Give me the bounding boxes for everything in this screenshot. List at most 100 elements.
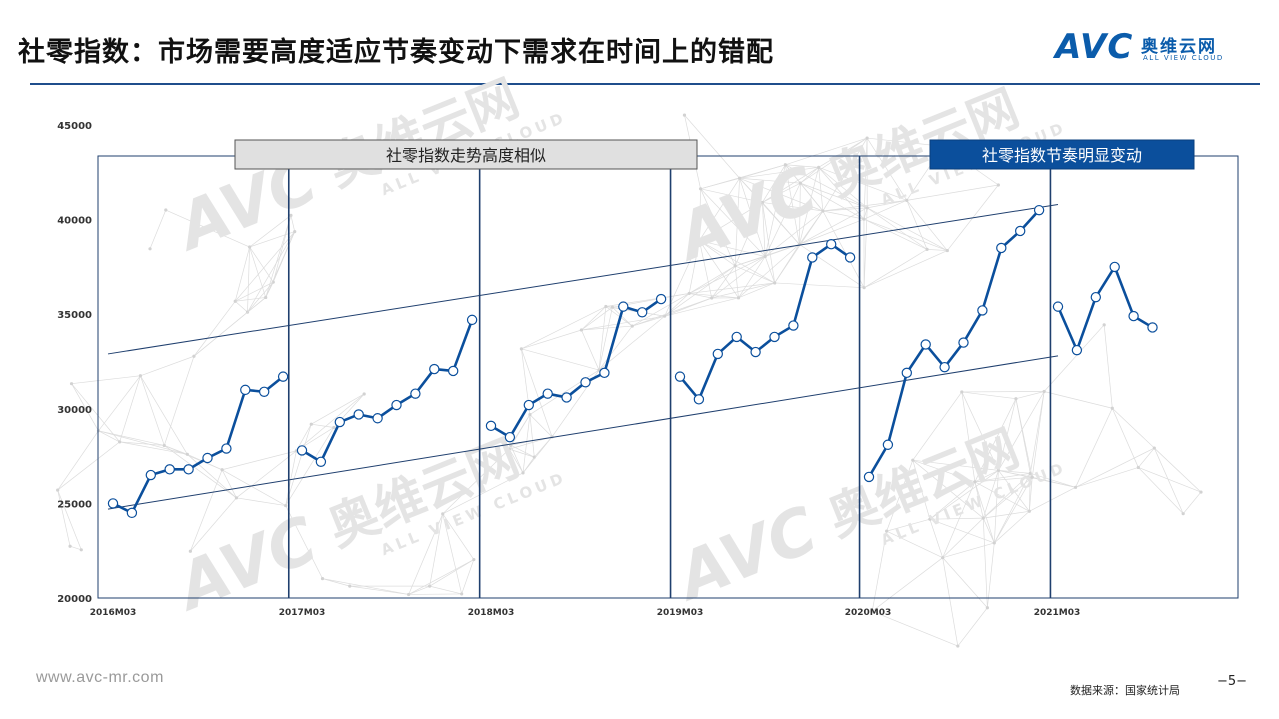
network-node xyxy=(973,480,977,484)
network-line xyxy=(221,469,237,498)
network-line xyxy=(735,265,775,284)
y-tick-label: 40000 xyxy=(57,216,92,227)
x-tick-label: 2016M03 xyxy=(90,608,137,618)
network-line xyxy=(249,246,267,298)
network-node xyxy=(233,299,237,303)
network-line xyxy=(982,517,995,544)
network-line xyxy=(581,315,665,331)
data-point xyxy=(561,392,572,403)
network-line xyxy=(235,297,266,302)
network-node xyxy=(911,458,915,462)
network-line xyxy=(987,542,995,608)
network-line xyxy=(119,375,141,442)
network-node xyxy=(610,305,614,309)
network-node xyxy=(763,254,767,259)
data-point xyxy=(107,498,119,509)
network-line xyxy=(886,518,930,532)
network-line xyxy=(699,202,763,241)
network-line xyxy=(57,430,99,491)
network-node xyxy=(996,183,1000,187)
network-node xyxy=(248,245,252,249)
network-line xyxy=(906,184,999,201)
network-line xyxy=(711,256,766,299)
network-node xyxy=(264,295,268,300)
network-node xyxy=(234,496,239,500)
network-line xyxy=(785,164,819,168)
network-line xyxy=(684,114,740,179)
network-line xyxy=(164,445,237,499)
network-line xyxy=(863,200,907,220)
network-line xyxy=(664,293,690,317)
data-point xyxy=(1033,204,1045,216)
data-point xyxy=(674,371,686,382)
network-node xyxy=(992,541,996,545)
data-point xyxy=(731,331,742,343)
network-line xyxy=(149,209,167,249)
network-line xyxy=(993,473,1031,544)
network-line xyxy=(822,137,868,212)
series-line-2016 xyxy=(112,375,284,515)
data-point xyxy=(1109,261,1120,273)
network-line xyxy=(774,244,800,284)
network-node xyxy=(1073,485,1078,489)
network-node xyxy=(407,592,411,597)
network-node xyxy=(441,512,445,516)
network-node xyxy=(579,328,584,332)
network-line xyxy=(957,607,988,647)
network-node xyxy=(925,247,929,251)
network-line xyxy=(699,240,713,299)
network-line xyxy=(974,470,999,483)
data-point xyxy=(126,507,138,519)
network-line xyxy=(961,391,1016,400)
network-line xyxy=(739,177,801,184)
network-node xyxy=(507,447,511,451)
annotations: 社零指数走势高度相似 社零指数节奏明显变动 xyxy=(234,139,1195,170)
network-node xyxy=(687,291,691,296)
network-line xyxy=(762,164,786,203)
network-node xyxy=(1030,475,1034,479)
network-line xyxy=(598,307,613,371)
network-line xyxy=(285,427,335,506)
network-line xyxy=(529,414,535,458)
network-line xyxy=(249,231,295,248)
network-line xyxy=(711,282,775,299)
network-line xyxy=(700,177,740,190)
network-line xyxy=(800,167,819,184)
network-node xyxy=(941,556,945,560)
x-tick-label: 2018M03 xyxy=(468,608,515,618)
network-line xyxy=(998,470,1031,474)
y-tick-label: 20000 xyxy=(57,594,92,605)
network-line xyxy=(1111,408,1139,468)
network-line xyxy=(998,391,1045,471)
network-line xyxy=(598,306,607,371)
network-line xyxy=(322,578,409,595)
data-point xyxy=(240,384,251,396)
network-node xyxy=(528,412,532,417)
network-node xyxy=(521,471,525,475)
trend-line-upper xyxy=(107,203,1059,355)
network-line xyxy=(983,477,1033,519)
network-line xyxy=(762,202,766,257)
network-node xyxy=(1027,509,1031,513)
network-line xyxy=(800,182,824,212)
y-tick-label: 35000 xyxy=(57,310,92,321)
data-point xyxy=(202,452,213,464)
network-line xyxy=(235,301,248,313)
network-line xyxy=(235,281,274,302)
network-line xyxy=(867,207,948,251)
network-line xyxy=(408,585,430,595)
network-line xyxy=(961,391,999,471)
network-line xyxy=(1031,391,1045,478)
network-node xyxy=(1014,397,1018,401)
network-line xyxy=(71,383,99,431)
network-line xyxy=(863,250,948,289)
network-line xyxy=(863,218,928,250)
network-line xyxy=(408,513,444,595)
network-line xyxy=(688,240,700,294)
network-line xyxy=(442,448,510,515)
data-point xyxy=(920,339,931,350)
data-point xyxy=(750,346,761,358)
network-line xyxy=(581,329,600,371)
network-line xyxy=(739,166,819,179)
network-line xyxy=(119,441,188,455)
